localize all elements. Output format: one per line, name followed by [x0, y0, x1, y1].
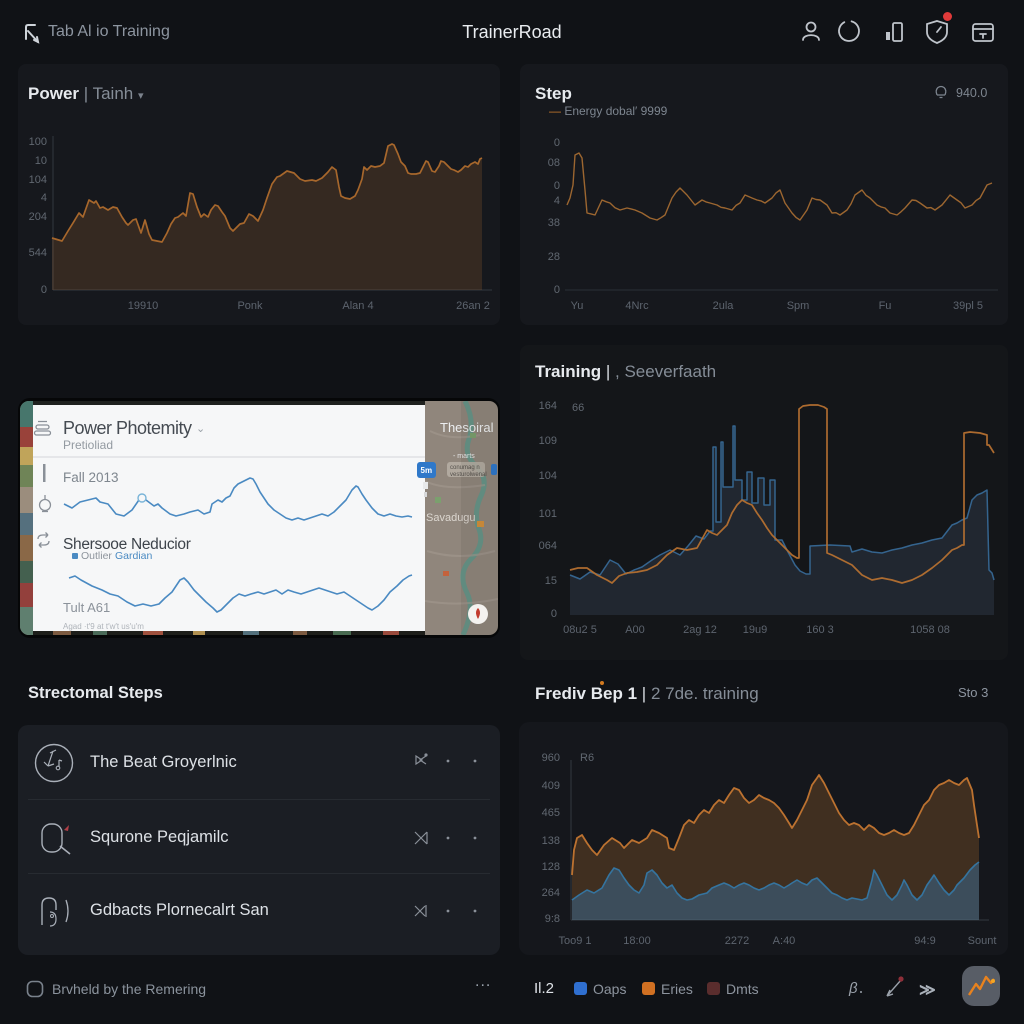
svg-text:2ag 12: 2ag 12 [683, 624, 717, 636]
svg-text:544: 544 [29, 247, 47, 259]
svg-text:15: 15 [545, 575, 557, 587]
svg-text:39pl 5: 39pl 5 [953, 300, 983, 312]
svg-text:4: 4 [41, 192, 47, 204]
svg-text:109: 109 [539, 435, 557, 447]
svg-text:9:8: 9:8 [545, 913, 560, 925]
svg-text:465: 465 [542, 807, 560, 819]
svg-text:1058 08: 1058 08 [910, 624, 950, 636]
svg-text:164: 164 [539, 400, 557, 412]
svg-text:Shersooe Neducior: Shersooe Neducior [63, 536, 191, 553]
svg-text:66: 66 [572, 402, 584, 414]
svg-text:0: 0 [554, 137, 560, 149]
svg-text:Ponk: Ponk [237, 300, 263, 312]
svg-text:100: 100 [29, 136, 47, 148]
svg-text:- marts: - marts [453, 453, 475, 460]
svg-text:Agad ·t′9 at t′w′t us′u′m: Agad ·t′9 at t′w′t us′u′m [63, 622, 144, 631]
svg-text:⌄: ⌄ [196, 423, 205, 435]
svg-text:2ula: 2ula [713, 300, 735, 312]
svg-text:960: 960 [542, 752, 560, 764]
svg-text:β: β [848, 980, 858, 997]
svg-text:≫: ≫ [919, 982, 936, 999]
svg-text:104: 104 [539, 470, 557, 482]
svg-text:101: 101 [539, 508, 557, 520]
svg-text:2272: 2272 [725, 935, 749, 947]
svg-text:264: 264 [542, 887, 560, 899]
svg-text:vesturolwenal: vesturolwenal [450, 472, 487, 478]
svg-text:Yu: Yu [571, 300, 584, 312]
svg-text:Power Photemity: Power Photemity [63, 418, 192, 438]
svg-text:064: 064 [539, 540, 557, 552]
svg-text:Fu: Fu [879, 300, 892, 312]
svg-text:Gardian: Gardian [115, 550, 153, 562]
svg-text:409: 409 [542, 780, 560, 792]
svg-text:A00: A00 [625, 624, 645, 636]
svg-text:5m: 5m [421, 466, 433, 475]
svg-text:Too9 1: Too9 1 [558, 935, 591, 947]
svg-text:26an 2: 26an 2 [456, 300, 490, 312]
svg-text:4Nrc: 4Nrc [625, 300, 649, 312]
svg-text:conumag n: conumag n [450, 465, 480, 471]
svg-text:A:40: A:40 [773, 935, 796, 947]
svg-text:19910: 19910 [128, 300, 159, 312]
svg-text:08: 08 [548, 157, 560, 169]
svg-text:138: 138 [542, 835, 560, 847]
svg-text:Alan 4: Alan 4 [342, 300, 373, 312]
svg-text:Pretioliad: Pretioliad [63, 438, 113, 452]
svg-text:Thesoiral: Thesoiral [440, 420, 494, 435]
svg-text:Outlier: Outlier [81, 550, 112, 562]
svg-text:Savadugu: Savadugu [426, 512, 476, 524]
svg-text:Tult A61: Tult A61 [63, 600, 110, 615]
svg-text:Fall 2013: Fall 2013 [63, 470, 119, 485]
svg-text:4: 4 [554, 195, 560, 207]
svg-text:0: 0 [554, 284, 560, 296]
svg-text:08u2 5: 08u2 5 [563, 624, 597, 636]
svg-text:18:00: 18:00 [623, 935, 651, 947]
svg-text:0: 0 [41, 284, 47, 296]
svg-text:19u9: 19u9 [743, 624, 767, 636]
svg-text:160 3: 160 3 [806, 624, 834, 636]
svg-text:204: 204 [29, 211, 47, 223]
svg-text:Sount: Sount [968, 935, 997, 947]
svg-text:0: 0 [551, 608, 557, 620]
svg-text:104: 104 [29, 174, 47, 186]
svg-text:38: 38 [548, 217, 560, 229]
svg-text:0: 0 [554, 180, 560, 192]
svg-text:10: 10 [35, 155, 47, 167]
svg-text:28: 28 [548, 251, 560, 263]
svg-text:Spm: Spm [787, 300, 810, 312]
svg-text:R6: R6 [580, 752, 594, 764]
svg-text:94:9: 94:9 [914, 935, 935, 947]
svg-text:128: 128 [542, 861, 560, 873]
